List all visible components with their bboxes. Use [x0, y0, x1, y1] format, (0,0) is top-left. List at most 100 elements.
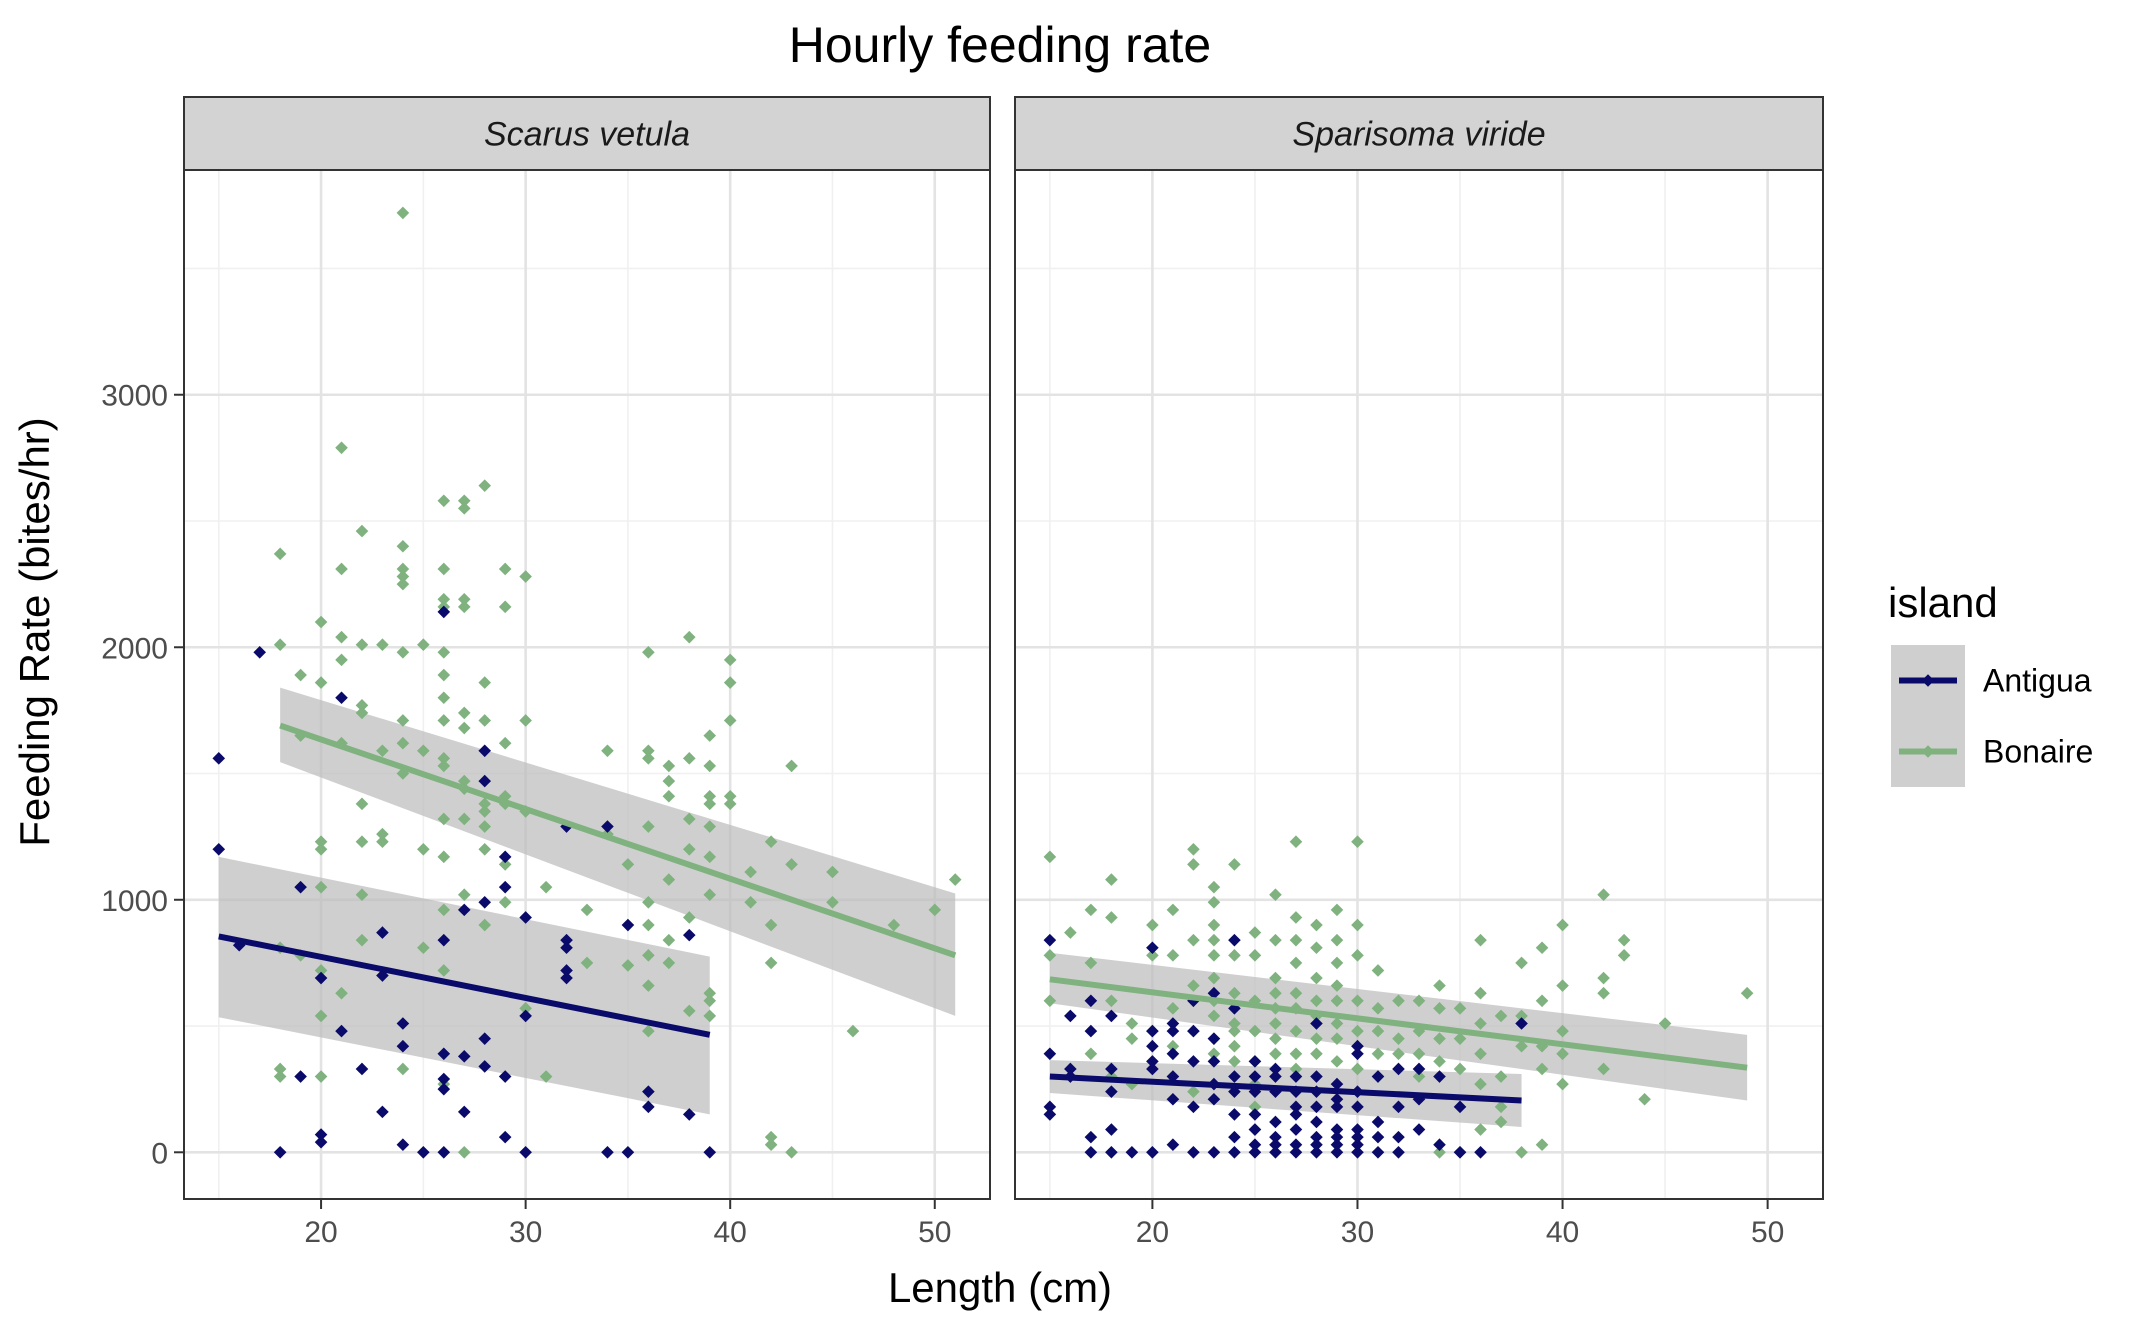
data-point-bonaire [846, 1024, 860, 1038]
data-point-bonaire [1043, 949, 1057, 962]
data-point-antigua [1084, 994, 1098, 1008]
data-point-antigua [1269, 1138, 1282, 1152]
data-point-bonaire [662, 873, 676, 886]
data-point-bonaire [1043, 850, 1057, 864]
data-point-bonaire [1269, 1032, 1282, 1045]
data-point-bonaire [396, 1062, 410, 1076]
data-point-antigua [1146, 1024, 1159, 1038]
data-point-antigua [560, 941, 573, 955]
data-point-bonaire [785, 1145, 798, 1159]
data-point-bonaire [396, 577, 410, 591]
data-point-bonaire [1269, 888, 1282, 902]
data-point-bonaire [621, 858, 635, 871]
data-point-bonaire [1597, 986, 1610, 1000]
trend-line-bonaire [1049, 976, 1748, 1071]
data-point-bonaire [703, 986, 717, 1000]
data-point-bonaire [764, 1138, 778, 1152]
data-point-bonaire [642, 752, 655, 765]
data-point-bonaire [457, 494, 471, 508]
data-point-antigua [1084, 1024, 1098, 1038]
data-point-bonaire [1248, 1100, 1262, 1114]
y-axis-title: Feeding Rate (bites/hr) [11, 417, 58, 847]
confidence-ribbon-bonaire [1049, 952, 1748, 1101]
facet-strip [1014, 96, 1824, 171]
data-point-bonaire [1597, 971, 1610, 985]
data-point-antigua [1371, 1115, 1385, 1129]
data-point-bonaire [1474, 933, 1487, 947]
data-point-bonaire [273, 638, 287, 652]
data-point-antigua [273, 1145, 287, 1159]
data-point-antigua [1269, 1130, 1282, 1144]
data-point-bonaire [355, 888, 369, 902]
data-point-antigua [1310, 1115, 1323, 1129]
data-point-bonaire [376, 827, 389, 841]
data-point-bonaire [457, 592, 471, 606]
data-point-bonaire [1310, 941, 1323, 955]
data-point-bonaire [744, 895, 757, 909]
data-point-bonaire [703, 994, 717, 1008]
data-point-antigua [314, 1128, 328, 1141]
data-point-antigua [498, 1130, 512, 1144]
data-point-bonaire [335, 986, 348, 1000]
data-point-bonaire [1535, 941, 1549, 955]
data-point-bonaire [1248, 949, 1262, 962]
data-point-bonaire [1187, 858, 1200, 871]
data-point-bonaire [314, 676, 328, 689]
data-point-bonaire [1289, 1047, 1303, 1061]
facet-strip [183, 96, 991, 171]
trend-line-antigua [1049, 1073, 1522, 1104]
data-point-bonaire [273, 547, 287, 561]
data-point-bonaire [396, 646, 410, 659]
data-point-bonaire [1474, 1123, 1487, 1136]
data-point-bonaire [1330, 994, 1344, 1008]
x-axis-title: Length (cm) [888, 1264, 1112, 1311]
data-point-bonaire [1515, 956, 1528, 970]
data-point-antigua [396, 1039, 410, 1053]
data-point-bonaire [1453, 1002, 1467, 1015]
data-point-antigua [1310, 1070, 1323, 1083]
data-point-antigua [335, 1024, 348, 1038]
data-point-bonaire [437, 714, 451, 727]
data-point-antigua [1207, 1145, 1221, 1159]
data-point-antigua [294, 1070, 307, 1083]
data-point-antigua [437, 1145, 451, 1159]
data-point-bonaire [1207, 1009, 1221, 1023]
x-tick-label: 20 [304, 1216, 337, 1249]
data-point-antigua [1392, 1062, 1405, 1076]
data-point-bonaire [1105, 873, 1118, 886]
x-tick-label: 50 [918, 1216, 951, 1249]
data-point-antigua [1433, 1070, 1446, 1083]
data-point-bonaire [1310, 971, 1323, 985]
data-point-bonaire [457, 812, 471, 826]
x-tick-label: 40 [1546, 1216, 1579, 1249]
data-point-antigua [1084, 1130, 1098, 1144]
data-point-bonaire [1248, 926, 1262, 939]
data-point-bonaire [1330, 979, 1344, 992]
data-point-bonaire [396, 570, 410, 583]
data-point-antigua [1105, 1085, 1118, 1098]
data-point-bonaire [1433, 979, 1446, 992]
data-point-antigua [1228, 933, 1241, 947]
data-point-bonaire [1310, 994, 1323, 1008]
data-point-antigua [1043, 1100, 1057, 1114]
data-point-bonaire [1064, 926, 1077, 939]
data-point-bonaire [948, 873, 962, 886]
data-point-bonaire [335, 441, 348, 455]
data-point-bonaire [1330, 933, 1344, 947]
data-point-bonaire [437, 592, 451, 606]
data-point-antigua [1289, 1138, 1303, 1152]
data-point-bonaire [1330, 1032, 1344, 1045]
data-point-bonaire [457, 1145, 471, 1159]
data-point-bonaire [682, 752, 696, 765]
data-point-antigua [478, 774, 492, 788]
data-point-antigua [1289, 1145, 1303, 1159]
data-point-bonaire [1351, 949, 1364, 962]
data-point-antigua [1412, 1123, 1426, 1136]
data-point-bonaire [314, 1009, 328, 1023]
data-point-bonaire [478, 820, 492, 833]
data-point-bonaire [703, 789, 717, 803]
data-point-antigua [519, 1009, 532, 1023]
data-point-bonaire [437, 903, 451, 917]
data-point-bonaire [1535, 1062, 1549, 1076]
